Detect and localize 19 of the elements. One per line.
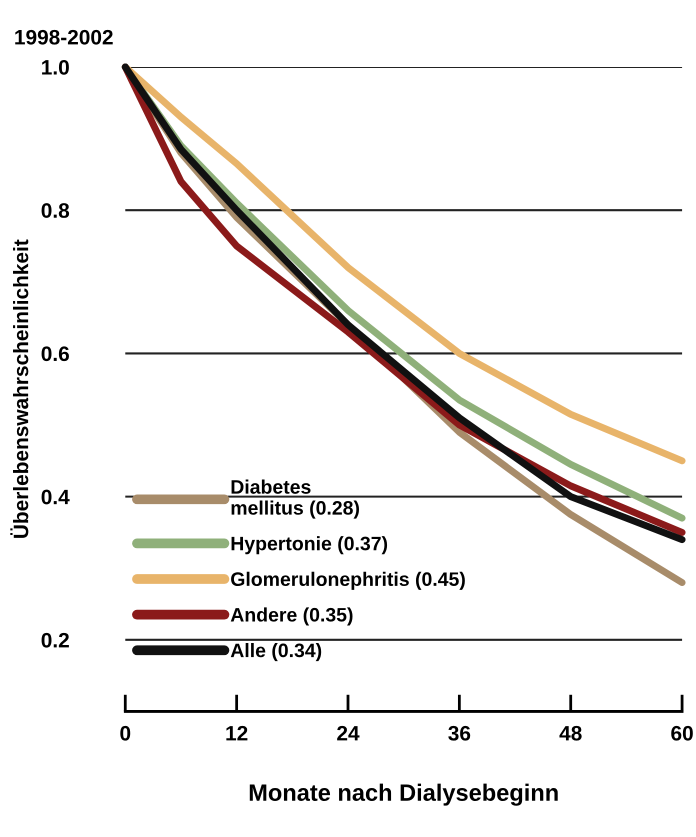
x-axis-title: Monate nach Dialysebeginn [250,784,558,806]
y-tick-label: 0.8 [42,203,70,218]
x-tick-label: 0 [120,726,130,741]
x-tick-label: 36 [448,726,470,741]
y-tick-label: 0.4 [42,490,70,504]
legend-label: Andere (0.35) [230,607,352,626]
legend-label: Glomerulonephritis (0.45) [231,572,465,590]
x-tick-label: 60 [671,726,693,741]
x-tick-label: 24 [337,726,360,740]
y-tick-label: 0.6 [42,346,69,362]
x-tick-label: 12 [226,726,248,740]
y-axis-title: Überlebenswahrscheinlichkeit [10,240,28,538]
x-tick-label: 48 [559,726,582,741]
y-tick-label: 0.2 [42,632,69,648]
legend-label: Diabetes mellitus (0.28) [232,480,359,519]
y-tick-label: 1.0 [42,60,69,75]
chart-title: 1998-2002 [15,30,113,45]
legend-label: Alle (0.34) [230,642,322,662]
legend-label: Hypertonie (0.37) [232,536,388,554]
